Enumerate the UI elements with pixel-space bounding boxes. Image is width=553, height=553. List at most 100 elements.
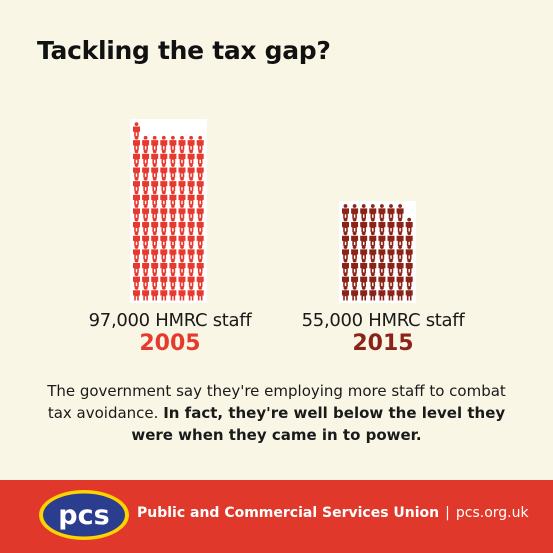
- staff-icon: [169, 258, 177, 274]
- bar-2005-value-label: 97,000 HMRC staff: [88, 310, 252, 331]
- staff-icon: [196, 231, 204, 246]
- staff-icon: [160, 204, 168, 219]
- staff-icon: [133, 231, 140, 246]
- staff-icon: [187, 190, 195, 205]
- staff-icon: [351, 286, 359, 301]
- staff-icon: [360, 231, 368, 246]
- staff-icon: [160, 163, 168, 178]
- staff-icon: [387, 217, 395, 233]
- staff-icon: [341, 272, 349, 287]
- staff-icon: [178, 149, 186, 164]
- staff-icon: [133, 190, 140, 205]
- staff-icon: [151, 272, 159, 287]
- staff-icon: [369, 204, 377, 219]
- staff-icon: [196, 286, 204, 301]
- bar-2005: [130, 119, 207, 303]
- bar-2015: [339, 201, 416, 303]
- footer-url-link[interactable]: pcs.org.uk: [455, 505, 529, 521]
- staff-icon: [160, 258, 168, 274]
- staff-icon: [196, 135, 204, 151]
- staff-icon: [151, 231, 159, 246]
- staff-icon: [360, 245, 368, 260]
- staff-icon: [178, 245, 186, 260]
- bar-2015-value-label: 55,000 HMRC staff: [301, 310, 465, 331]
- footer-text: Public and Commercial Services Union | pcs…: [137, 505, 529, 521]
- staff-icon: [196, 149, 204, 164]
- staff-icon: [142, 272, 150, 287]
- staff-icon: [351, 245, 359, 260]
- staff-icon: [142, 163, 150, 178]
- staff-icon: [378, 217, 386, 233]
- staff-icon: [378, 286, 386, 301]
- staff-icon: [160, 286, 168, 301]
- staff-icon: [169, 204, 177, 219]
- staff-icon: [196, 163, 204, 178]
- bar-2005-year-label: 2005: [139, 331, 201, 356]
- staff-icon: [133, 272, 140, 287]
- staff-icon: [351, 204, 359, 219]
- staff-icon: [378, 231, 386, 246]
- staff-icon: [187, 149, 195, 164]
- staff-icon: [151, 135, 159, 151]
- staff-icon: [387, 231, 395, 246]
- staff-icon: [160, 176, 168, 192]
- staff-icon: [133, 163, 140, 178]
- staff-icon: [187, 135, 195, 151]
- staff-icon: [133, 204, 140, 219]
- staff-icon: [341, 217, 349, 233]
- staff-icon: [160, 149, 168, 164]
- staff-icon: [187, 286, 195, 301]
- staff-icon: [151, 286, 159, 301]
- staff-icon: [341, 204, 349, 219]
- staff-icon: [387, 204, 395, 219]
- staff-icon: [169, 135, 177, 151]
- staff-icon: [405, 217, 413, 233]
- staff-icon: [369, 231, 377, 246]
- staff-icon: [187, 217, 195, 233]
- staff-icon-chart: [130, 119, 416, 303]
- staff-icon: [142, 245, 150, 260]
- staff-icon: [133, 245, 140, 260]
- staff-icon: [405, 245, 413, 260]
- staff-icon: [151, 217, 159, 233]
- staff-icon: [151, 204, 159, 219]
- page-title: Tackling the tax gap?: [37, 36, 331, 65]
- staff-icon: [187, 176, 195, 192]
- staff-icon: [360, 204, 368, 219]
- staff-icon: [178, 176, 186, 192]
- staff-icon: [178, 217, 186, 233]
- staff-icon: [351, 231, 359, 246]
- staff-icon: [169, 149, 177, 164]
- staff-icon: [396, 231, 404, 246]
- staff-icon: [142, 231, 150, 246]
- staff-icon: [142, 258, 150, 274]
- staff-icon: [360, 258, 368, 274]
- staff-icon: [396, 286, 404, 301]
- staff-icon: [341, 245, 349, 260]
- staff-icon: [369, 217, 377, 233]
- staff-icon: [378, 272, 386, 287]
- staff-icon: [142, 204, 150, 219]
- staff-icon: [169, 231, 177, 246]
- bar-2005-group: 97,000 HMRC staff 2005: [60, 310, 280, 356]
- staff-icon: [396, 204, 404, 219]
- staff-icon: [133, 149, 140, 164]
- staff-icon: [369, 286, 377, 301]
- staff-icon: [169, 217, 177, 233]
- staff-icon: [133, 122, 140, 137]
- staff-icon: [178, 272, 186, 287]
- staff-icon: [187, 245, 195, 260]
- staff-icon: [169, 176, 177, 192]
- staff-icon: [351, 272, 359, 287]
- staff-icon: [369, 272, 377, 287]
- footer-separator: |: [445, 505, 450, 521]
- staff-icon: [187, 258, 195, 274]
- staff-icon: [142, 217, 150, 233]
- staff-icon: [387, 245, 395, 260]
- staff-icon: [169, 286, 177, 301]
- caption-text: The government say they're employing mor…: [47, 382, 506, 422]
- staff-icon: [142, 286, 150, 301]
- caption-bold-text: In fact, they're well below the level th…: [131, 404, 506, 444]
- staff-icon: [178, 190, 186, 205]
- staff-icon: [196, 245, 204, 260]
